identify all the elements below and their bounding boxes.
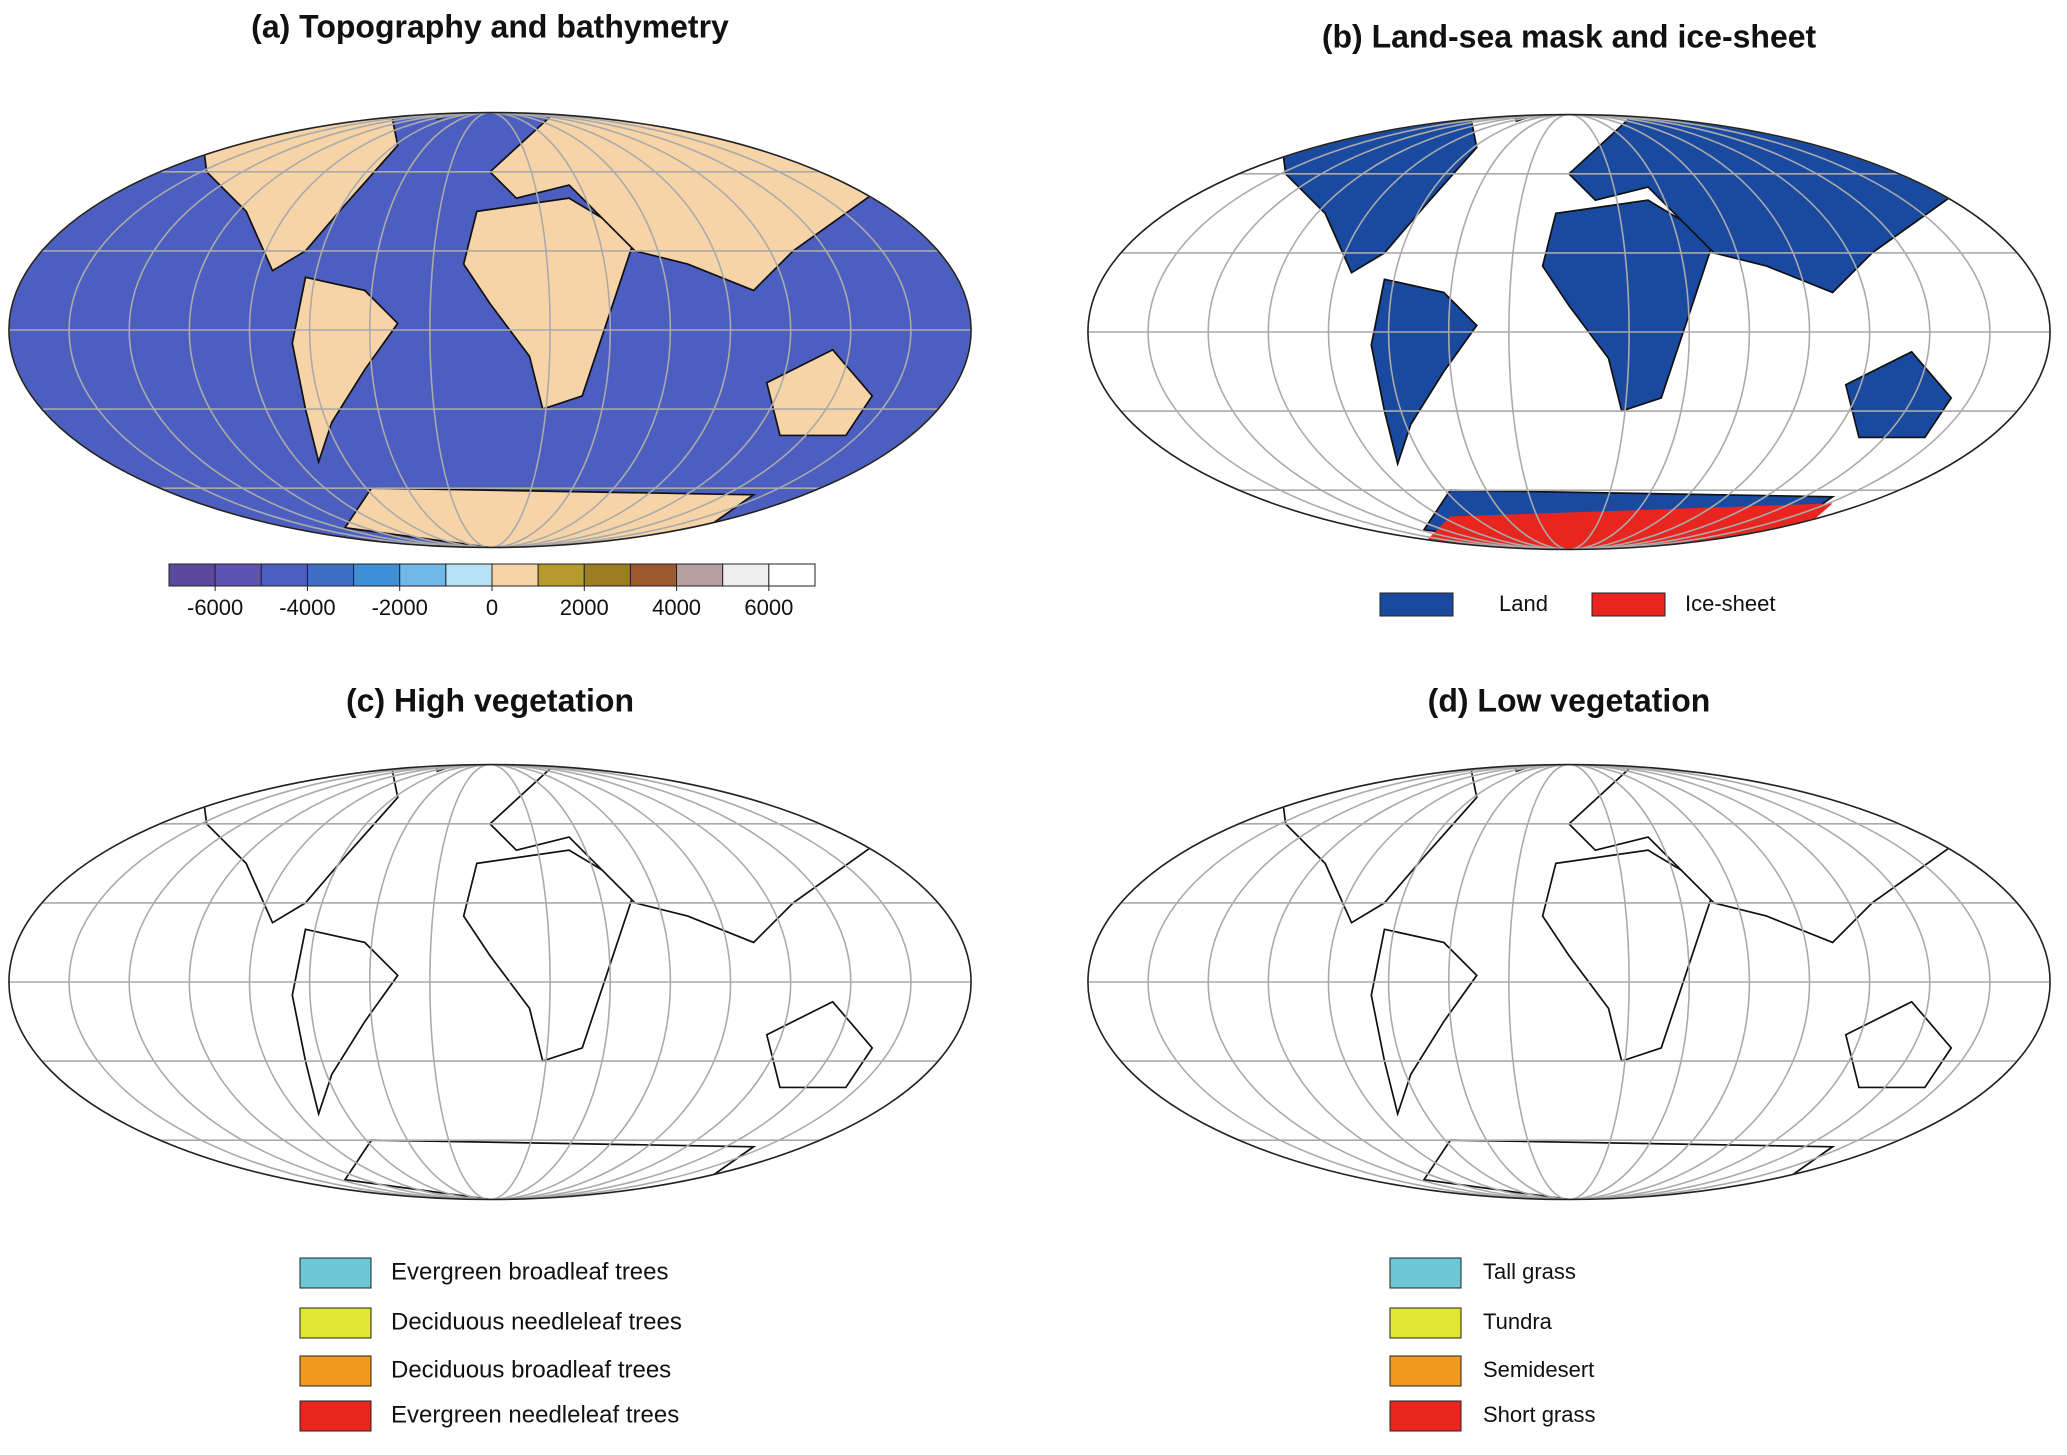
legend-label: Deciduous needleleaf trees — [391, 1308, 682, 1335]
maps — [8, 111, 2051, 1201]
colorbar-bin — [445, 563, 493, 587]
colorbar-bin — [168, 563, 216, 587]
panel-title: (b) Land-sea mask and ice-sheet — [1322, 18, 1817, 54]
map-border — [1087, 763, 2051, 1201]
colorbar-tick-label: 6000 — [744, 595, 793, 620]
legend-label: Evergreen broadleaf trees — [391, 1258, 669, 1285]
colorbar-tick-label: 4000 — [652, 595, 701, 620]
legend-swatch — [1389, 1257, 1462, 1289]
colorbar-bin — [629, 563, 678, 587]
legend-label: Short grass — [1483, 1402, 1596, 1427]
colorbar-bin — [399, 563, 447, 587]
colorbar-tick-label: -2000 — [372, 595, 428, 620]
legend-label: Land — [1499, 591, 1548, 616]
legend-label: Evergreen needleleaf trees — [391, 1401, 679, 1428]
colorbar-bin — [537, 563, 585, 587]
map-border — [8, 763, 972, 1201]
legend-swatch — [1389, 1355, 1462, 1387]
legend-label: Tall grass — [1483, 1259, 1576, 1284]
colorbar-bin — [676, 563, 724, 587]
map-content — [8, 112, 972, 548]
legend-label: Semidesert — [1483, 1357, 1594, 1382]
legend-swatch — [299, 1355, 372, 1387]
colorbar-bin — [491, 563, 539, 587]
legend-swatch — [1389, 1400, 1462, 1432]
map-border — [1087, 113, 2051, 551]
map-border — [8, 111, 972, 549]
legend-swatch — [299, 1400, 372, 1432]
legend-label: Ice-sheet — [1685, 591, 1776, 616]
colorbar-bin — [583, 563, 631, 587]
legend-label: Tundra — [1483, 1309, 1553, 1334]
legend-swatch — [1591, 592, 1666, 617]
colorbar-bin — [306, 563, 355, 587]
keys: -6000 -4000 -2000 0 2000 4000 6000 Land Ice-shee… — [168, 563, 1776, 1432]
colorbar-tick-label: 2000 — [560, 595, 609, 620]
panel-title: (a) Topography and bathymetry — [251, 8, 729, 44]
colorbar-tick-label: -4000 — [279, 595, 335, 620]
panel-title: (d) Low vegetation — [1428, 682, 1711, 718]
map-content — [8, 764, 972, 1200]
legend-label: Deciduous broadleaf trees — [391, 1356, 671, 1383]
panel-title: (c) High vegetation — [346, 682, 634, 718]
map — [1087, 763, 2051, 1201]
colorbar-tick-label: -6000 — [187, 595, 243, 620]
legend-swatch — [1389, 1307, 1462, 1339]
colorbar-bin — [722, 563, 770, 587]
colorbar-bin — [768, 563, 816, 587]
map — [8, 111, 972, 549]
colorbar-bin — [260, 563, 308, 587]
colorbar-bin — [214, 563, 262, 587]
colorbar-tick-label: 0 — [486, 595, 498, 620]
map — [1087, 113, 2051, 551]
map-content — [1087, 764, 2051, 1200]
legend-swatch — [299, 1257, 372, 1289]
map-content — [1087, 114, 2051, 550]
colorbar-bin — [353, 563, 401, 587]
legend-swatch — [299, 1307, 372, 1339]
map — [8, 763, 972, 1201]
legend-swatch — [1379, 592, 1454, 617]
